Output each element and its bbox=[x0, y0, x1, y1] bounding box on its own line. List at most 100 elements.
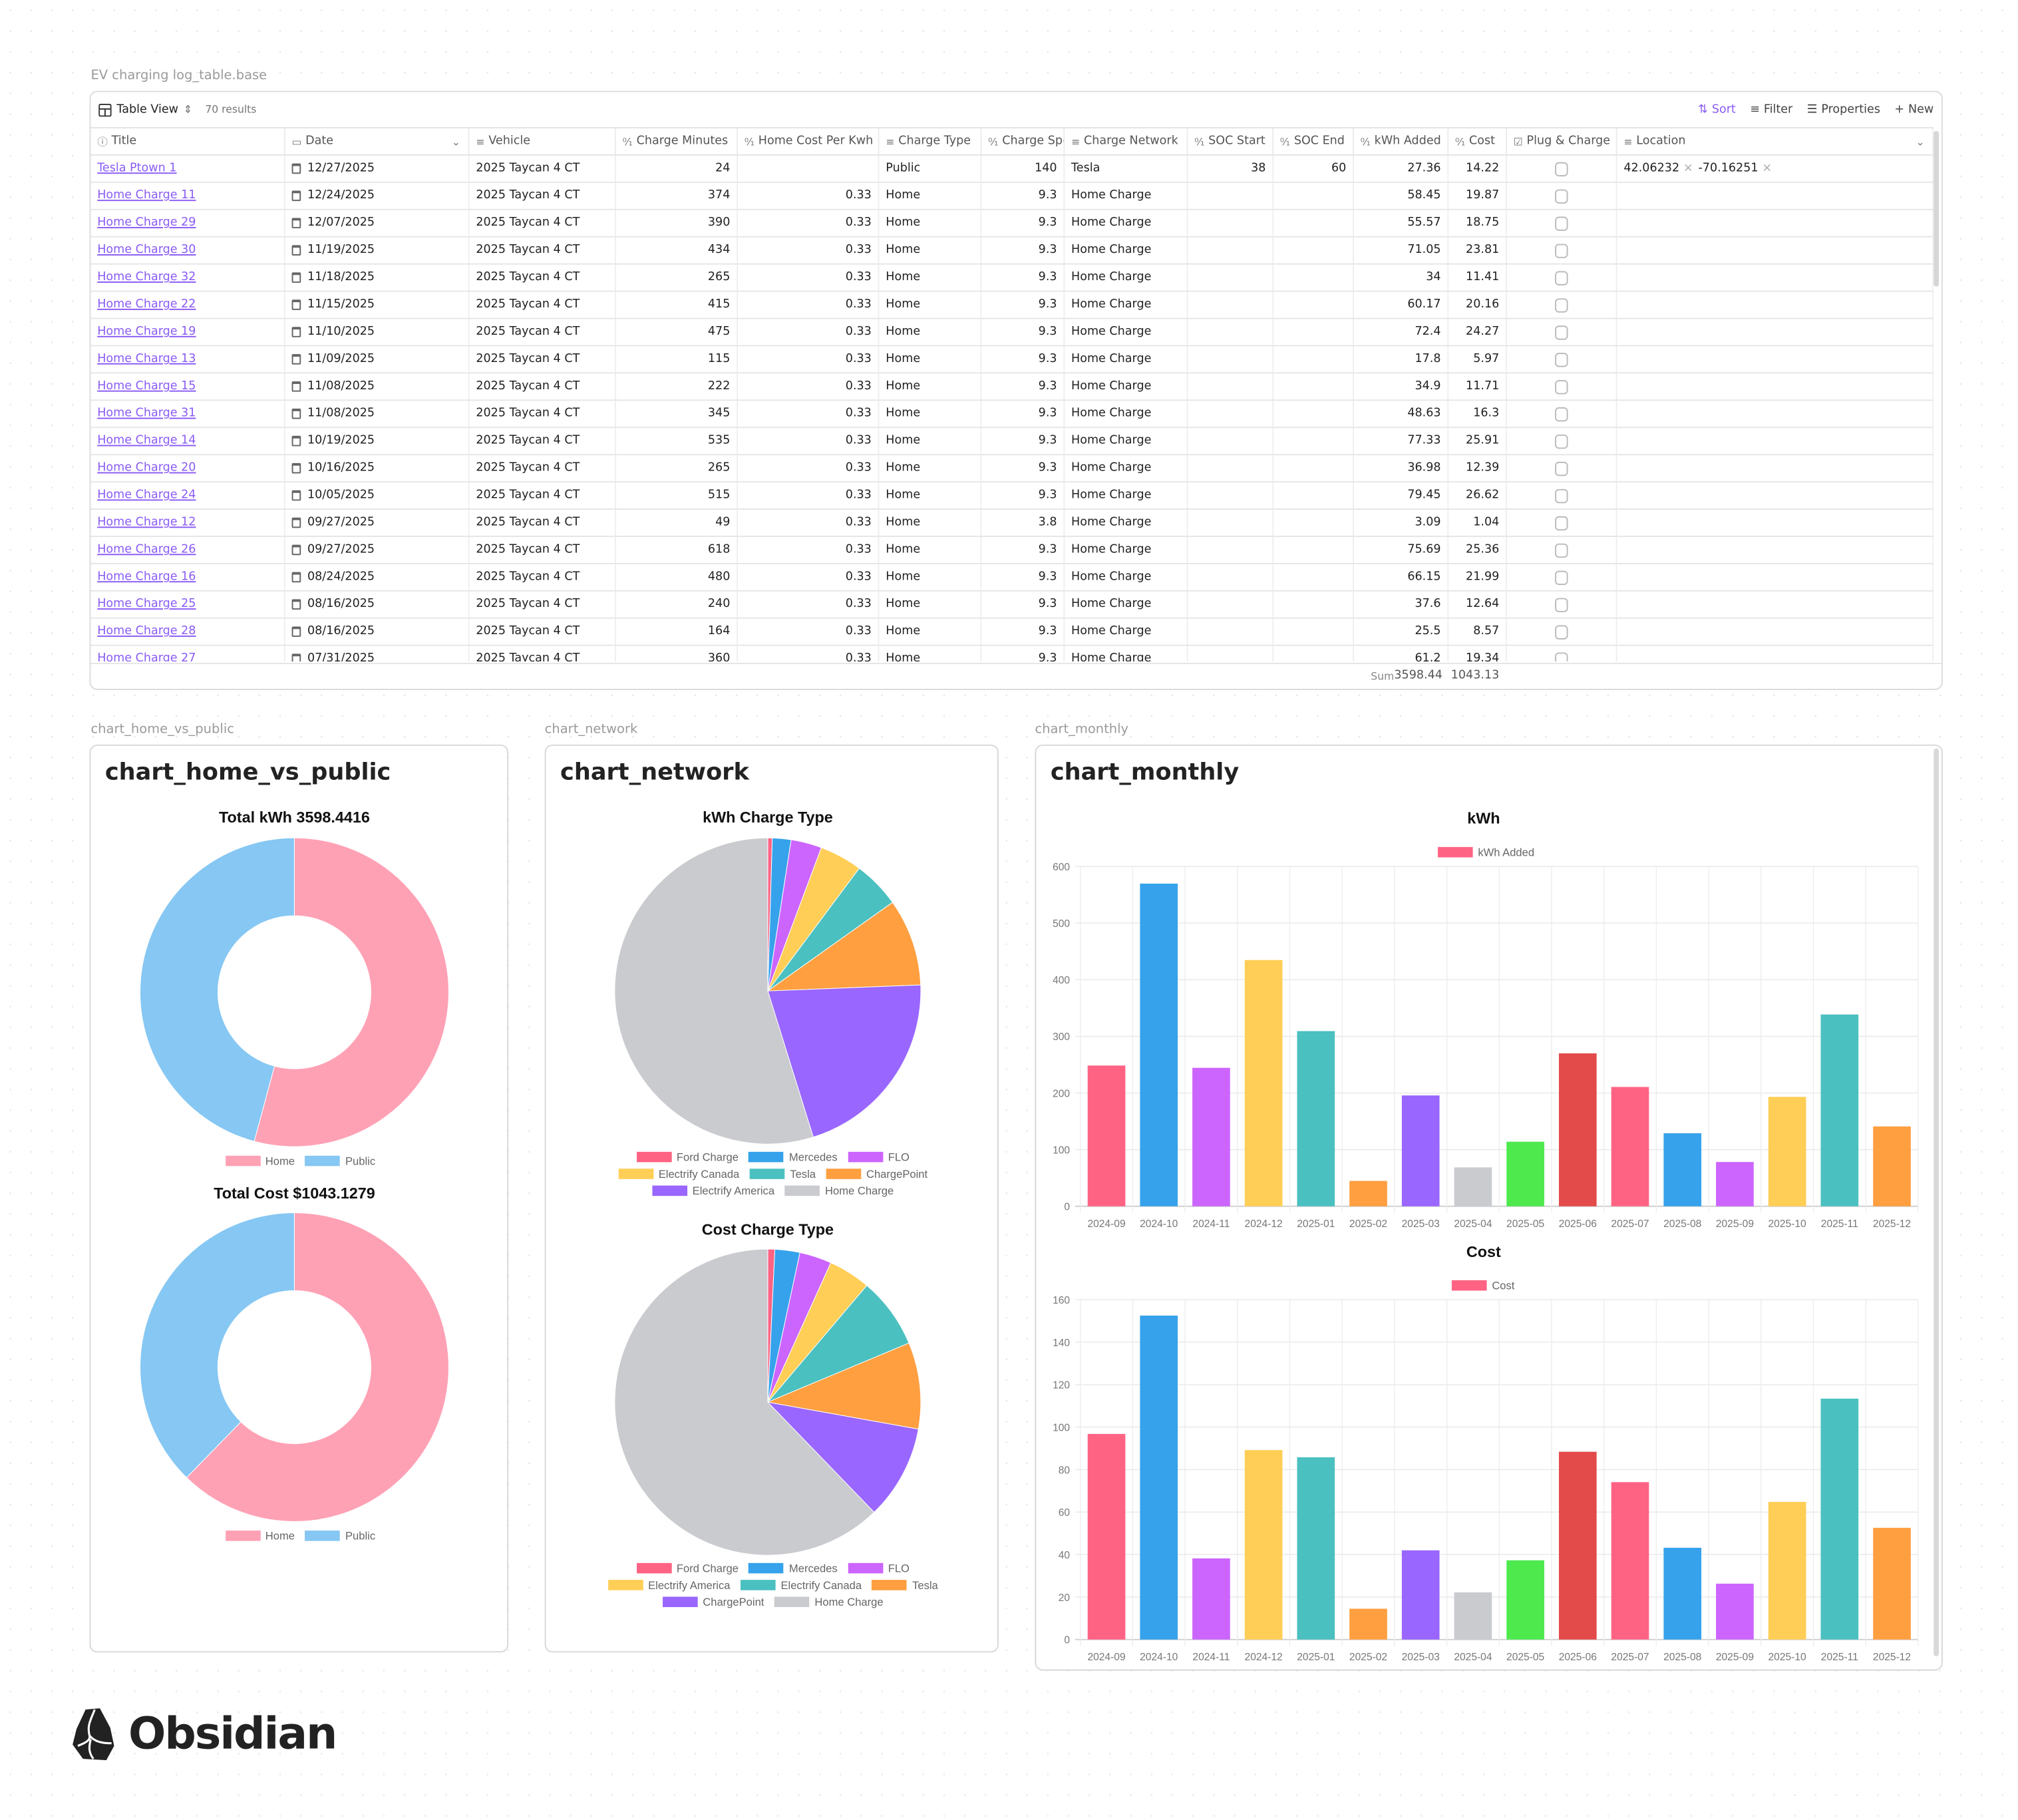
cell-title[interactable]: Home Charge 24 bbox=[90, 482, 285, 509]
table-scrollbar[interactable] bbox=[1934, 130, 1939, 287]
cell-title[interactable]: Home Charge 12 bbox=[90, 510, 285, 536]
plug-and-charge-checkbox[interactable] bbox=[1555, 515, 1568, 530]
cell-plug-charge[interactable] bbox=[1507, 455, 1617, 482]
note-link[interactable]: Home Charge 22 bbox=[97, 298, 196, 311]
plug-and-charge-checkbox[interactable] bbox=[1555, 325, 1568, 339]
cell-plug-charge[interactable] bbox=[1507, 291, 1617, 318]
plug-and-charge-checkbox[interactable] bbox=[1555, 488, 1568, 503]
plug-and-charge-checkbox[interactable] bbox=[1555, 597, 1568, 612]
column-header-vehicle[interactable]: ≡ Vehicle bbox=[470, 128, 616, 154]
plug-and-charge-checkbox[interactable] bbox=[1555, 407, 1568, 421]
cell-title[interactable]: Home Charge 27 bbox=[90, 645, 285, 662]
cell-title[interactable]: Home Charge 29 bbox=[90, 210, 285, 236]
cell-title[interactable]: Home Charge 19 bbox=[90, 319, 285, 345]
column-header-cost[interactable]: ⁰⁄₁ Cost bbox=[1448, 128, 1507, 154]
column-header-plug-charge[interactable]: ☑ Plug & Charge bbox=[1507, 128, 1617, 154]
cell-title[interactable]: Home Charge 13 bbox=[90, 346, 285, 373]
legend-item[interactable]: Electrify Canada bbox=[618, 1167, 739, 1181]
legend-item[interactable]: FLO bbox=[848, 1562, 910, 1574]
cell-plug-charge[interactable] bbox=[1507, 482, 1617, 509]
column-header-charge-network[interactable]: ≡ Charge Network bbox=[1065, 128, 1188, 154]
properties-button[interactable]: ☰ Properties bbox=[1807, 103, 1880, 116]
note-link[interactable]: Home Charge 27 bbox=[97, 652, 196, 662]
plug-and-charge-checkbox[interactable] bbox=[1555, 651, 1568, 662]
legend-item[interactable]: Tesla bbox=[749, 1167, 816, 1181]
column-header-home-cost-per-kwh[interactable]: ⁰⁄₁ Home Cost Per Kwh bbox=[738, 128, 880, 154]
plug-and-charge-checkbox[interactable] bbox=[1555, 270, 1568, 285]
note-link[interactable]: Home Charge 28 bbox=[97, 625, 196, 639]
note-link[interactable]: Home Charge 19 bbox=[97, 325, 196, 339]
plug-and-charge-checkbox[interactable] bbox=[1555, 570, 1568, 585]
cell-title[interactable]: Home Charge 28 bbox=[90, 618, 285, 645]
column-header-charge-minutes[interactable]: ⁰⁄₁ Charge Minutes bbox=[616, 128, 739, 154]
legend-item[interactable]: Ford Charge bbox=[636, 1151, 739, 1163]
column-header-kwh-added[interactable]: ⁰⁄₁ kWh Added bbox=[1354, 128, 1449, 154]
filter-button[interactable]: ≡ Filter bbox=[1750, 103, 1792, 116]
legend-item[interactable]: FLO bbox=[848, 1151, 910, 1163]
note-link[interactable]: Home Charge 20 bbox=[97, 461, 196, 475]
legend-item[interactable]: Electrify Canada bbox=[741, 1578, 862, 1592]
new-button[interactable]: + New bbox=[1894, 103, 1934, 116]
plug-and-charge-checkbox[interactable] bbox=[1555, 542, 1568, 558]
cell-title[interactable]: Home Charge 11 bbox=[90, 182, 285, 209]
cell-plug-charge[interactable] bbox=[1507, 591, 1617, 618]
note-link[interactable]: Home Charge 31 bbox=[97, 407, 196, 421]
note-link[interactable]: Home Charge 30 bbox=[97, 244, 196, 257]
cell-title[interactable]: Home Charge 15 bbox=[90, 373, 285, 400]
plug-and-charge-checkbox[interactable] bbox=[1555, 624, 1568, 639]
cell-plug-charge[interactable] bbox=[1507, 155, 1617, 182]
cell-plug-charge[interactable] bbox=[1507, 401, 1617, 427]
legend-item[interactable]: ChargePoint bbox=[662, 1596, 764, 1608]
legend-item[interactable]: Home Charge bbox=[774, 1596, 884, 1608]
column-header-title[interactable]: ⓘ Title bbox=[90, 128, 285, 154]
plug-and-charge-checkbox[interactable] bbox=[1555, 161, 1568, 176]
plug-and-charge-checkbox[interactable] bbox=[1555, 188, 1568, 204]
sort-button[interactable]: ⇅ Sort bbox=[1698, 103, 1736, 116]
column-header-location[interactable]: ≡ Location ⌄ bbox=[1617, 128, 1934, 154]
cell-plug-charge[interactable] bbox=[1507, 373, 1617, 400]
column-header-date[interactable]: ▭ Date ⌄ bbox=[285, 128, 470, 154]
note-link[interactable]: Home Charge 11 bbox=[97, 189, 196, 203]
note-link[interactable]: Home Charge 12 bbox=[97, 516, 196, 530]
view-switcher[interactable]: Table View ⇕ bbox=[98, 102, 192, 116]
note-link[interactable]: Home Charge 26 bbox=[97, 543, 196, 557]
column-header-charge-type[interactable]: ≡ Charge Type bbox=[880, 128, 982, 154]
column-header-soc-end[interactable]: ⁰⁄₁ SOC End bbox=[1273, 128, 1354, 154]
cell-plug-charge[interactable] bbox=[1507, 618, 1617, 645]
cell-title[interactable]: Home Charge 20 bbox=[90, 455, 285, 482]
cell-plug-charge[interactable] bbox=[1507, 346, 1617, 373]
note-link[interactable]: Home Charge 14 bbox=[97, 434, 196, 448]
plug-and-charge-checkbox[interactable] bbox=[1555, 434, 1568, 449]
note-link[interactable]: Home Charge 15 bbox=[97, 380, 196, 393]
column-header-soc-start[interactable]: ⁰⁄₁ SOC Start bbox=[1188, 128, 1274, 154]
plug-and-charge-checkbox[interactable] bbox=[1555, 460, 1568, 476]
legend-item[interactable]: Electrify America bbox=[652, 1184, 774, 1197]
note-link[interactable]: Home Charge 25 bbox=[97, 598, 196, 612]
cell-plug-charge[interactable] bbox=[1507, 264, 1617, 291]
note-link[interactable]: Home Charge 32 bbox=[97, 271, 196, 284]
cell-plug-charge[interactable] bbox=[1507, 564, 1617, 590]
legend-item[interactable]: Home Charge bbox=[784, 1184, 894, 1197]
note-link[interactable]: Home Charge 13 bbox=[97, 353, 196, 366]
cell-title[interactable]: Home Charge 26 bbox=[90, 536, 285, 563]
cell-plug-charge[interactable] bbox=[1507, 510, 1617, 536]
legend-item[interactable]: Electrify America bbox=[607, 1578, 730, 1592]
legend-item[interactable]: Tesla bbox=[872, 1578, 938, 1592]
cell-plug-charge[interactable] bbox=[1507, 645, 1617, 662]
cell-title[interactable]: Tesla Ptown 1 bbox=[90, 155, 285, 182]
cell-title[interactable]: Home Charge 31 bbox=[90, 401, 285, 427]
cell-title[interactable]: Home Charge 32 bbox=[90, 264, 285, 291]
legend-item[interactable]: Home bbox=[225, 1155, 295, 1167]
cell-title[interactable]: Home Charge 16 bbox=[90, 564, 285, 590]
note-link[interactable]: Home Charge 29 bbox=[97, 216, 196, 230]
legend-item[interactable]: Ford Charge bbox=[636, 1562, 739, 1574]
legend-item[interactable]: Mercedes bbox=[749, 1151, 838, 1163]
note-link[interactable]: Tesla Ptown 1 bbox=[97, 162, 177, 176]
legend-item[interactable]: Home bbox=[225, 1529, 295, 1543]
monthly-scrollbar[interactable] bbox=[1934, 748, 1939, 1657]
legend-item[interactable]: ChargePoint bbox=[826, 1167, 927, 1181]
cell-plug-charge[interactable] bbox=[1507, 428, 1617, 455]
cell-plug-charge[interactable] bbox=[1507, 210, 1617, 236]
plug-and-charge-checkbox[interactable] bbox=[1555, 216, 1568, 230]
